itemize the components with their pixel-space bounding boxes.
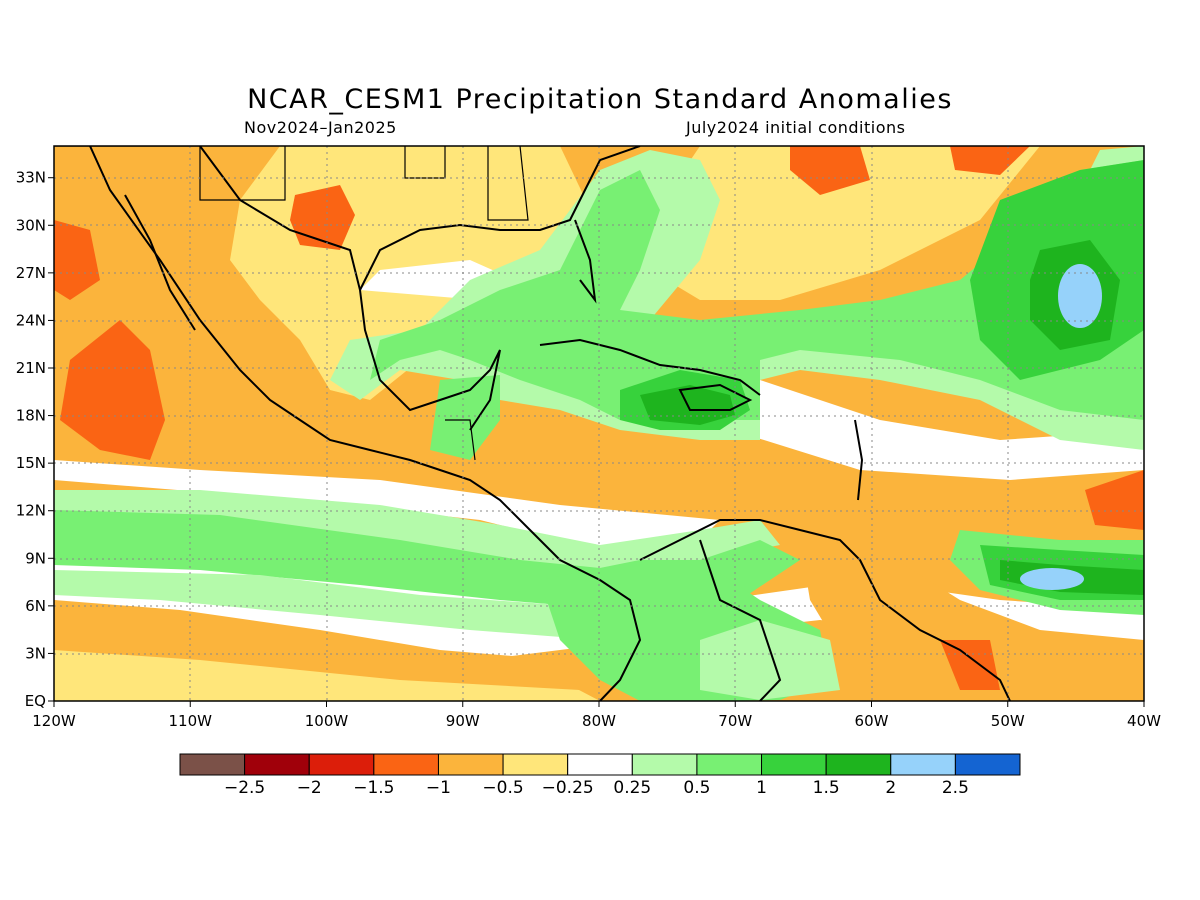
colorbar-label: −1 [426, 778, 451, 798]
colorbar-swatch [502, 753, 569, 776]
lat-label: 12N [16, 502, 46, 520]
coastlines [89, 146, 1011, 701]
colorbar-label: 1.5 [813, 778, 840, 798]
colorbar-swatch [696, 753, 763, 776]
colorbar-swatch [437, 753, 504, 776]
colorbar-swatch [179, 753, 246, 776]
lat-label: EQ [25, 692, 46, 710]
lat-label: 30N [16, 216, 46, 234]
colorbar-swatch [825, 753, 892, 776]
colorbar-label: 2.5 [942, 778, 969, 798]
colorbar-swatch [373, 753, 439, 776]
colorbar-swatch [244, 753, 310, 776]
colorbar-label: 0.5 [683, 778, 710, 798]
lon-label: 120W [32, 712, 76, 730]
lon-label: 40W [1127, 712, 1161, 730]
colorbar-label: 0.25 [613, 778, 651, 798]
lat-label: 9N [25, 549, 46, 567]
lon-label: 90W [446, 712, 480, 730]
lat-label: 24N [16, 311, 46, 329]
forecast-period: Nov2024–Jan2025 [244, 118, 397, 137]
lat-label: 18N [16, 407, 46, 425]
lon-label: 50W [991, 712, 1025, 730]
lat-label: 33N [16, 169, 46, 187]
lat-axis-labels: EQ 3N 6N 9N 12N 15N 18N 21N 24N 27N 30N 33N [16, 169, 46, 710]
colorbar-swatch [954, 753, 1021, 776]
lon-label: 70W [718, 712, 752, 730]
colorbar-swatch [890, 753, 956, 776]
colorbar-swatch [567, 753, 633, 776]
lat-label: 27N [16, 264, 46, 282]
colorbar-label: −1.5 [353, 778, 394, 798]
colorbar-label: 2 [885, 778, 896, 798]
lat-label: 6N [25, 597, 46, 615]
lat-label: 15N [16, 454, 46, 472]
colorbar-label: −0.5 [482, 778, 523, 798]
lon-label: 80W [582, 712, 616, 730]
colorbar-swatch [308, 753, 375, 776]
colorbar-label: −0.25 [542, 778, 594, 798]
borders [54, 146, 529, 461]
colorbar-swatch [761, 753, 827, 776]
lat-label: 3N [25, 644, 46, 662]
colorbar-label: 1 [756, 778, 767, 798]
initial-conditions: July2024 initial conditions [686, 118, 906, 137]
lat-label: 21N [16, 359, 46, 377]
lon-label: 100W [305, 712, 349, 730]
colorbar-label: −2 [297, 778, 322, 798]
colorbar-labels: −2.5 −2 −1.5 −1 −0.5 −0.25 0.25 0.5 1 1.5 2 2.5 [224, 778, 969, 798]
colorbar-swatch [631, 753, 698, 776]
colorbar [179, 753, 1021, 776]
lon-axis-labels: 120W 110W 100W 90W 80W 70W 60W 50W 40W [32, 712, 1161, 730]
lon-label: 110W [169, 712, 213, 730]
grid [54, 146, 1144, 701]
lon-label: 60W [855, 712, 889, 730]
colorbar-label: −2.5 [224, 778, 265, 798]
axis-ticks [48, 177, 1145, 707]
map-title: NCAR_CESM1 Precipitation Standard Anomal… [247, 84, 953, 115]
